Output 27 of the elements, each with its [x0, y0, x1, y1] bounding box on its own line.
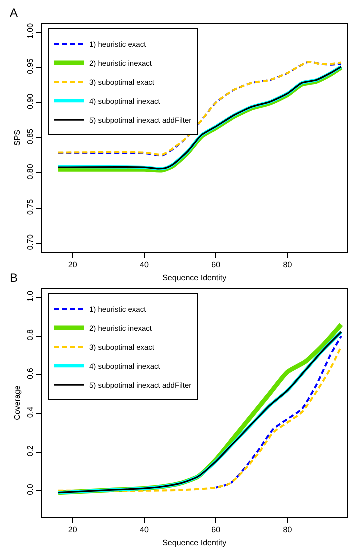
x-tick-label: 80: [283, 260, 293, 270]
x-tick-label: 40: [140, 526, 150, 535]
y-tick-label: 0.8: [26, 329, 36, 341]
y-tick-label: 0.4: [26, 406, 36, 418]
x-tick-label: 60: [212, 260, 222, 270]
chart-title: A: [10, 6, 18, 20]
y-axis-title: Coverage: [12, 385, 22, 420]
y-tick-label: 0.80: [26, 164, 36, 180]
y-axis-title: SPS: [12, 130, 22, 146]
y-tick-label: 1.0: [26, 290, 36, 302]
y-tick-label: 0.85: [26, 128, 36, 145]
y-tick-label: 0.70: [26, 234, 36, 250]
x-tick-label: 80: [283, 526, 293, 535]
chart-title: B: [10, 271, 18, 285]
y-tick-label: 0.75: [26, 198, 36, 215]
y-tick-label: 0.0: [26, 484, 36, 496]
y-tick-label: 0.95: [26, 58, 36, 74]
y-tick-label: 1.00: [26, 22, 36, 40]
x-tick-label: 20: [68, 526, 78, 535]
x-axis-title: Sequence Identity: [162, 274, 227, 283]
x-tick-label: 60: [212, 526, 222, 535]
y-tick-label: 0.6: [26, 368, 36, 380]
y-tick-label: 0.2: [26, 444, 36, 457]
x-axis-title: Sequence Identity: [162, 538, 227, 548]
x-tick-label: 20: [68, 260, 78, 270]
y-tick-label: 0.90: [26, 93, 36, 110]
x-tick-label: 40: [140, 260, 150, 270]
